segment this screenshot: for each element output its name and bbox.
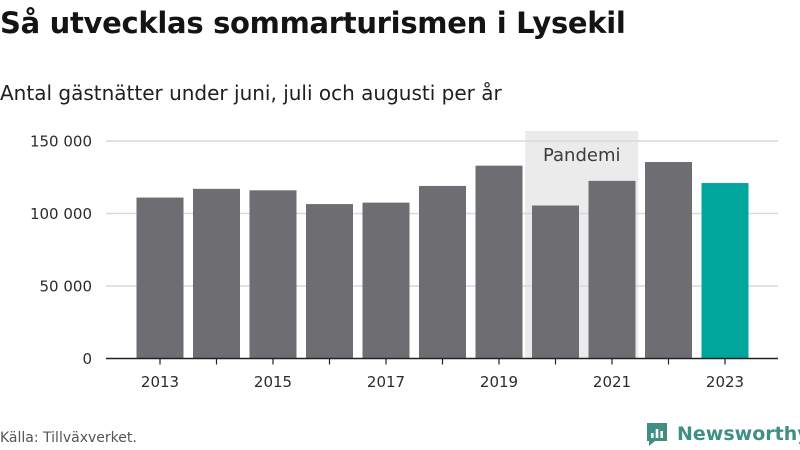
bar-2018 [419,185,466,359]
chart-title: Så utvecklas sommarturismen i Lysekil [0,6,626,40]
y-tick-label: 50 000 [40,278,93,296]
y-tick-label: 150 000 [30,133,92,151]
bar-2020 [532,205,579,359]
y-tick-label: 0 [82,350,92,368]
x-tick-label: 2013 [141,373,179,391]
bar-2022 [645,162,692,359]
x-tick-label: 2021 [593,373,631,391]
x-tick-label: 2015 [254,373,292,391]
brand-logo: Newsworthy [645,420,800,448]
bar-2021 [588,180,636,359]
y-tick-label: 100 000 [30,205,92,223]
bar-2017 [362,202,410,359]
source-note: Källa: Tillväxverket. [0,430,137,446]
x-tick-label: 2019 [480,373,518,391]
x-tick-label: 2023 [706,373,744,391]
chart-subtitle: Antal gästnätter under juni, juli och au… [0,81,502,105]
x-tick-label: 2017 [367,373,405,391]
brand-name: Newsworthy [677,423,800,445]
bar-2013 [136,197,184,359]
newsworthy-logo-icon [647,423,667,446]
bar-2014 [193,188,240,359]
bar-2015 [249,190,297,359]
annotation-label: Pandemi [543,145,621,166]
bar-2016 [306,204,353,359]
bar-2019 [475,165,523,359]
bar-2023 [701,183,749,359]
